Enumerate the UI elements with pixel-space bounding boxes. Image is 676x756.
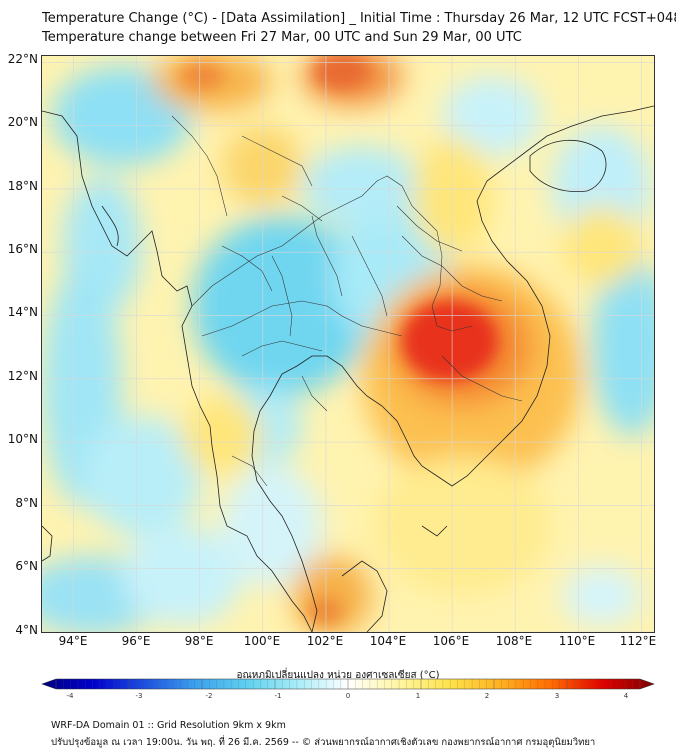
lat-label-10n: 10°N — [7, 432, 38, 446]
lon-label-112e: 112°E — [619, 634, 657, 648]
colorbar — [41, 678, 655, 690]
lat-label-12n: 12°N — [7, 369, 38, 383]
lon-label-98e: 98°E — [184, 634, 214, 648]
lon-label-106e: 106°E — [432, 634, 470, 648]
colorbar-tick-label: 4 — [623, 692, 629, 700]
coastlines — [42, 105, 654, 632]
map-panel — [41, 55, 655, 633]
footer-domain-info: WRF-DA Domain 01 :: Grid Resolution 9km … — [51, 720, 286, 731]
lat-label-16n: 16°N — [7, 242, 38, 256]
map-title: Temperature Change (°C) - [Data Assimila… — [42, 11, 676, 26]
lat-label-14n: 14°N — [7, 305, 38, 319]
lon-label-102e: 102°E — [306, 634, 344, 648]
temperature-change-map — [42, 56, 654, 632]
footer-credit: ปรับปรุงข้อมูล ณ เวลา 19:00น. วัน พฤ. ที… — [51, 737, 596, 748]
colorbar-tick-label: 3 — [554, 692, 560, 700]
lon-label-94e: 94°E — [58, 634, 88, 648]
lat-label-18n: 18°N — [7, 179, 38, 193]
lon-label-100e: 100°E — [243, 634, 281, 648]
lat-label-6n: 6°N — [15, 559, 38, 573]
colorbar-tick-label: 2 — [484, 692, 490, 700]
admin-borders — [171, 115, 523, 487]
colorbar-tick-label: -3 — [135, 692, 143, 700]
graticule — [42, 56, 654, 632]
lon-label-96e: 96°E — [121, 634, 151, 648]
lat-label-22n: 22°N — [7, 52, 38, 66]
temperature-field — [42, 56, 654, 632]
colorbar-tick-marks — [55, 679, 641, 689]
colorbar-title: อุณหภูมิเปลี่ยนแปลง หน่วย องศาเซลเซียส (… — [236, 670, 440, 681]
lat-label-4n: 4°N — [15, 623, 38, 637]
lon-label-110e: 110°E — [558, 634, 596, 648]
lat-label-20n: 20°N — [7, 115, 38, 129]
lon-label-108e: 108°E — [495, 634, 533, 648]
lat-label-8n: 8°N — [15, 496, 38, 510]
hot-spot — [180, 56, 498, 625]
colorbar-tick-label: 0 — [345, 692, 351, 700]
map-subtitle: Temperature change between Fri 27 Mar, 0… — [42, 30, 522, 45]
colorbar-tick-label: 1 — [415, 692, 421, 700]
colorbar-tick-label: -1 — [274, 692, 282, 700]
lon-label-104e: 104°E — [369, 634, 407, 648]
colorbar-tick-label: -4 — [66, 692, 74, 700]
colorbar-tick-label: -2 — [205, 692, 213, 700]
